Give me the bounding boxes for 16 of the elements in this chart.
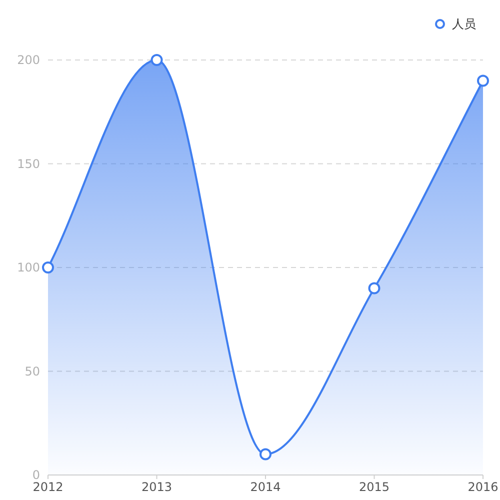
point xyxy=(42,262,54,274)
x-tick-label: 2015 xyxy=(358,480,390,494)
legend-label: 人员 xyxy=(452,17,476,31)
y-tick-label: 100 xyxy=(17,260,40,274)
x-tick-label: 2014 xyxy=(250,480,281,494)
y-tick-label: 150 xyxy=(17,156,40,171)
y-tick-label: 200 xyxy=(17,53,40,67)
point xyxy=(150,54,163,66)
y-tick-label: 50 xyxy=(24,364,40,378)
point xyxy=(477,74,489,87)
x-tick-label: 2013 xyxy=(141,480,172,494)
point xyxy=(368,282,380,294)
point xyxy=(260,448,272,460)
x-tick-label: 2012 xyxy=(32,480,64,494)
x-tick-label: 2016 xyxy=(468,480,498,494)
y-tick-label: 0 xyxy=(32,468,40,482)
